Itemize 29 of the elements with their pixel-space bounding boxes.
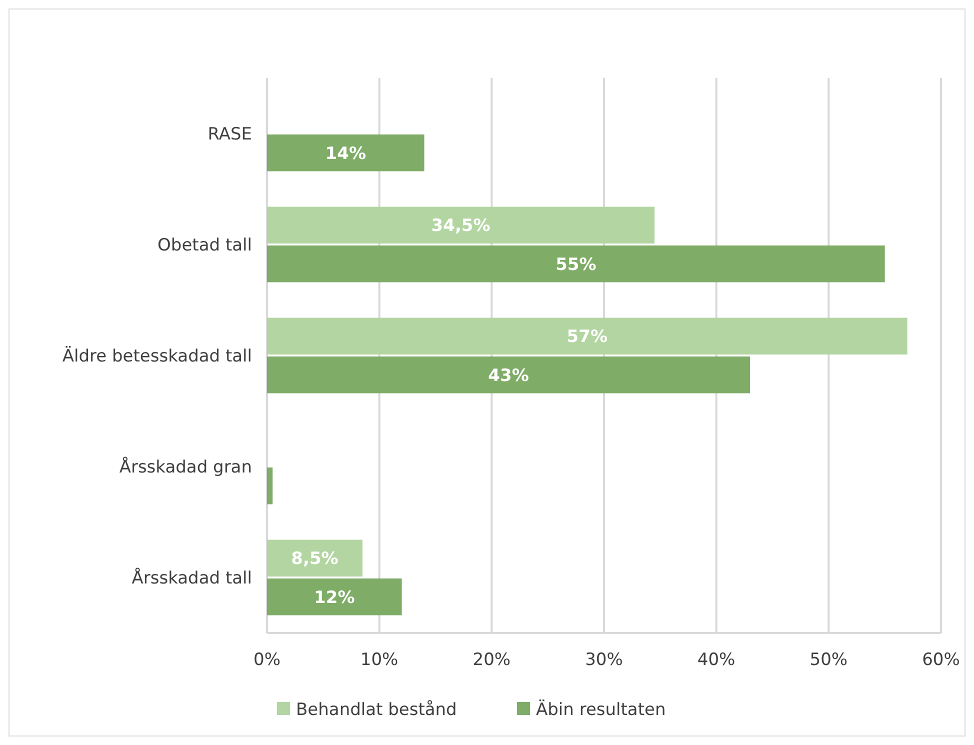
bar [267, 318, 908, 355]
y-tick-label: Årsskadad tall [132, 567, 252, 588]
legend-label: Äbin resultaten [536, 698, 666, 720]
data-label: 12% [314, 588, 355, 608]
data-label: 55% [556, 254, 596, 275]
data-label: 57% [566, 327, 608, 348]
x-tick-label: 50% [810, 650, 848, 670]
data-label: 8,5% [291, 549, 338, 570]
x-tick-label: 20% [472, 650, 511, 670]
bar [267, 467, 273, 504]
x-tick-label: 0% [254, 650, 280, 670]
y-tick-label: Årsskadad gran [119, 456, 252, 478]
x-tick-label: 40% [697, 650, 736, 670]
x-tick-label: 10% [360, 650, 398, 670]
legend-label: Behandlat bestånd [296, 700, 457, 720]
x-tick-label: 60% [922, 650, 960, 670]
data-label: 14% [325, 144, 366, 164]
bar [267, 134, 424, 172]
y-tick-label: Äldre betesskadad tall [62, 345, 252, 366]
bar [267, 206, 655, 244]
data-label: 43% [488, 366, 529, 386]
bar [267, 356, 750, 394]
y-tick-label: Obetad tall [158, 235, 252, 256]
data-label: 34,5% [431, 216, 490, 236]
bar [267, 245, 885, 282]
y-tick-label: RASE [208, 124, 252, 144]
bar [267, 540, 362, 577]
x-tick-label: 30% [585, 650, 623, 670]
bar [267, 578, 402, 616]
